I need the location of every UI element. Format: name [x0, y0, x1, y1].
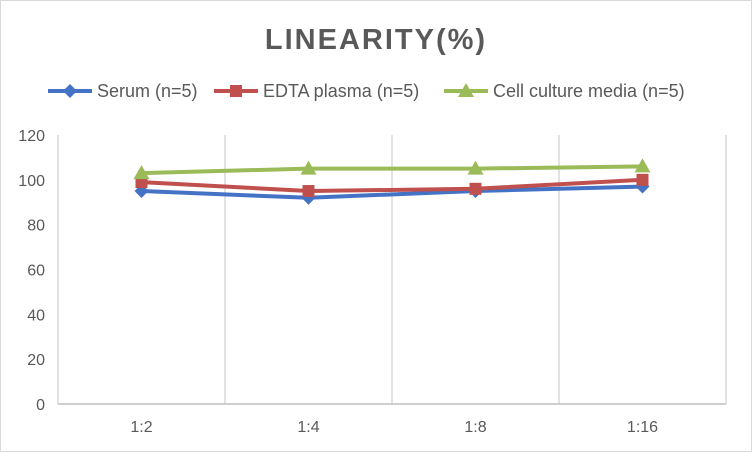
y-tick-label: 100 [18, 173, 45, 190]
triangle-marker [458, 83, 474, 97]
y-tick-label: 0 [36, 397, 45, 414]
x-tick-label: 1:4 [297, 419, 319, 436]
square-marker [302, 185, 315, 198]
triangle-marker [634, 158, 651, 173]
series-line [141, 184, 643, 200]
y-tick-label: 20 [27, 352, 45, 369]
y-tick-label: 40 [27, 307, 45, 324]
series-line [141, 164, 643, 176]
chart-title: LINEARITY(%) [265, 24, 487, 56]
series-2 [133, 158, 651, 180]
diamond-marker [63, 84, 77, 98]
legend-item: Cell culture media (n=5) [444, 81, 685, 101]
y-tick-label: 120 [18, 128, 45, 145]
square-marker [469, 182, 482, 195]
series-line [141, 177, 643, 194]
y-tick-label: 80 [27, 218, 45, 235]
legend-label: Cell culture media (n=5) [493, 81, 685, 101]
legend-item: EDTA plasma (n=5) [214, 81, 419, 101]
legend-label: Serum (n=5) [97, 81, 198, 101]
triangle-marker [133, 165, 150, 180]
x-tick-label: 1:16 [627, 419, 658, 436]
triangle-marker [300, 160, 317, 175]
square-marker [636, 173, 649, 186]
x-tick-label: 1:8 [464, 419, 486, 436]
square-marker [230, 85, 242, 97]
x-tick-label: 1:2 [130, 419, 152, 436]
legend-item: Serum (n=5) [48, 81, 198, 101]
series-1 [135, 173, 649, 198]
legend-label: EDTA plasma (n=5) [263, 81, 419, 101]
triangle-marker [467, 160, 484, 175]
legend: Serum (n=5) EDTA plasma (n=5) Cell culture… [48, 81, 685, 101]
y-tick-label: 60 [27, 263, 45, 280]
